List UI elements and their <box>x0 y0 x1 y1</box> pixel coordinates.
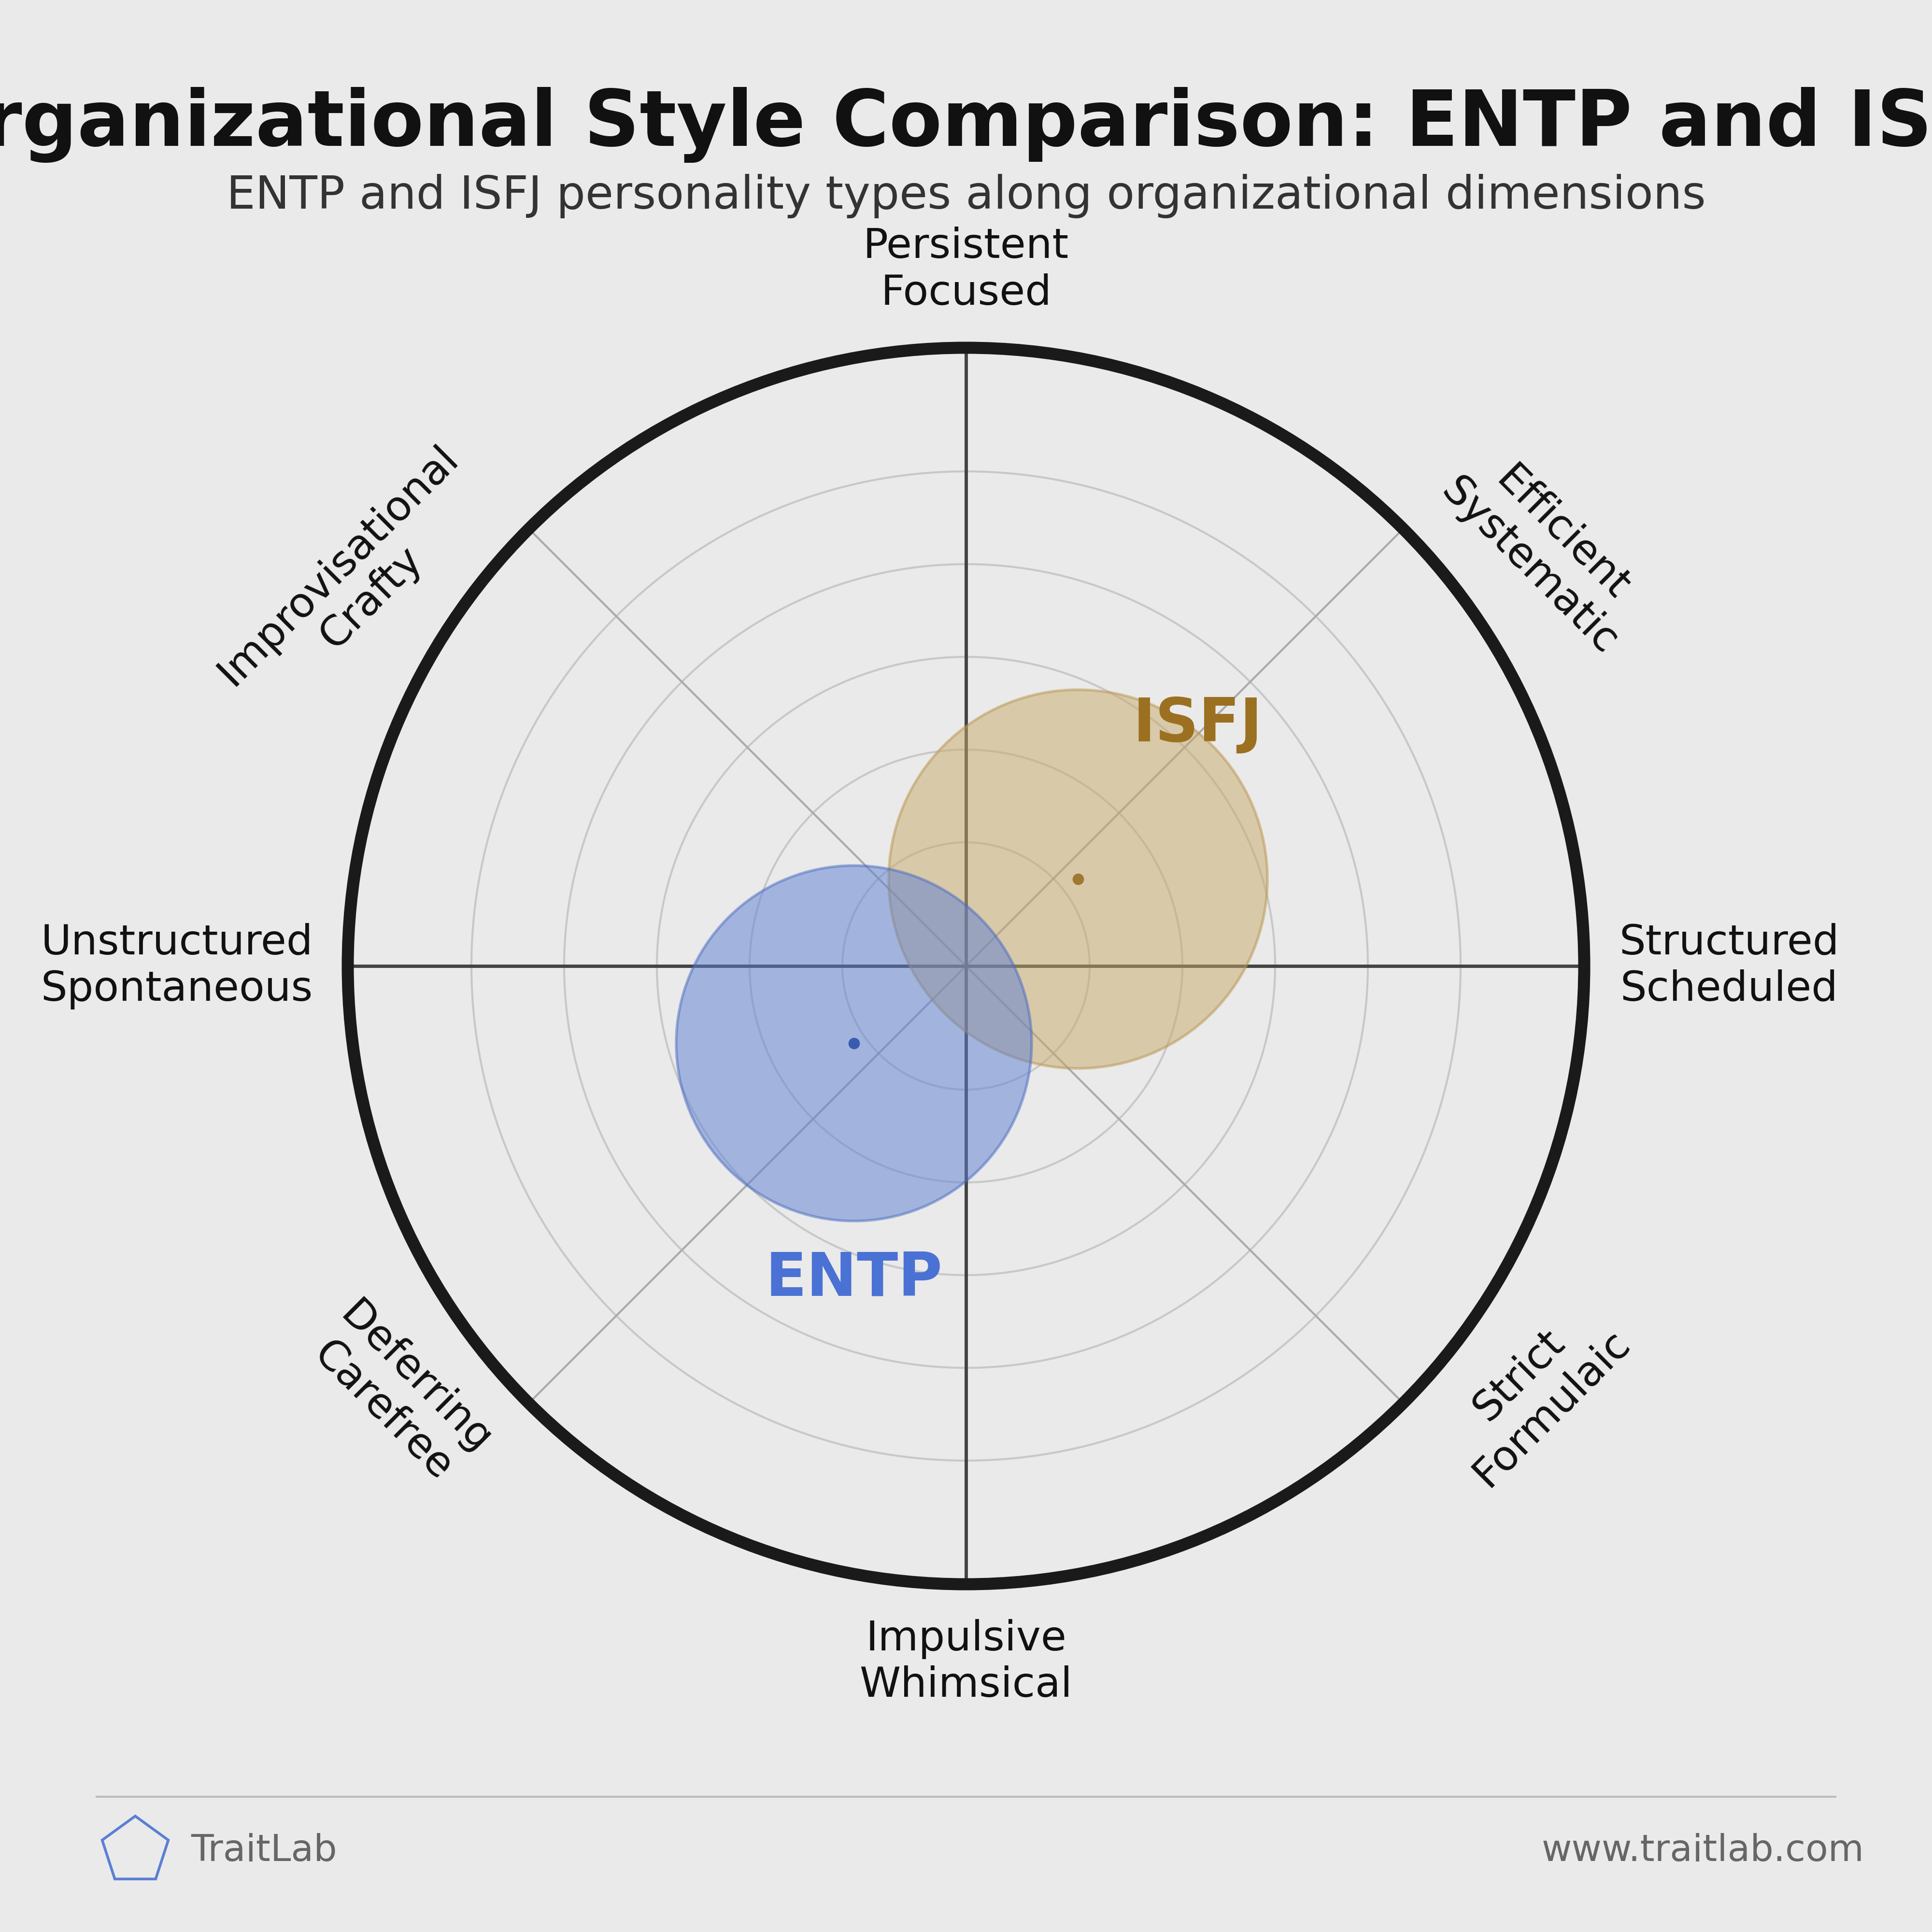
Text: Organizational Style Comparison: ENTP and ISFJ: Organizational Style Comparison: ENTP an… <box>0 87 1932 162</box>
Text: ENTP and ISFJ personality types along organizational dimensions: ENTP and ISFJ personality types along or… <box>226 174 1706 218</box>
Text: ENTP: ENTP <box>765 1250 943 1308</box>
Text: www.traitlab.com: www.traitlab.com <box>1542 1833 1864 1868</box>
Circle shape <box>889 690 1267 1068</box>
Text: TraitLab: TraitLab <box>191 1833 336 1868</box>
Circle shape <box>676 866 1032 1221</box>
Text: Persistent
Focused: Persistent Focused <box>864 226 1068 313</box>
Text: Strict
Formulaic: Strict Formulaic <box>1434 1291 1638 1493</box>
Text: Structured
Scheduled: Structured Scheduled <box>1619 923 1839 1009</box>
Text: Efficient
Systematic: Efficient Systematic <box>1434 439 1658 663</box>
Text: Improvisational
Crafty: Improvisational Crafty <box>211 439 498 726</box>
Text: Deferring
Carefree: Deferring Carefree <box>299 1294 498 1493</box>
Text: Unstructured
Spontaneous: Unstructured Spontaneous <box>41 923 313 1009</box>
Text: ISFJ: ISFJ <box>1132 696 1264 753</box>
Text: Impulsive
Whimsical: Impulsive Whimsical <box>860 1619 1072 1706</box>
